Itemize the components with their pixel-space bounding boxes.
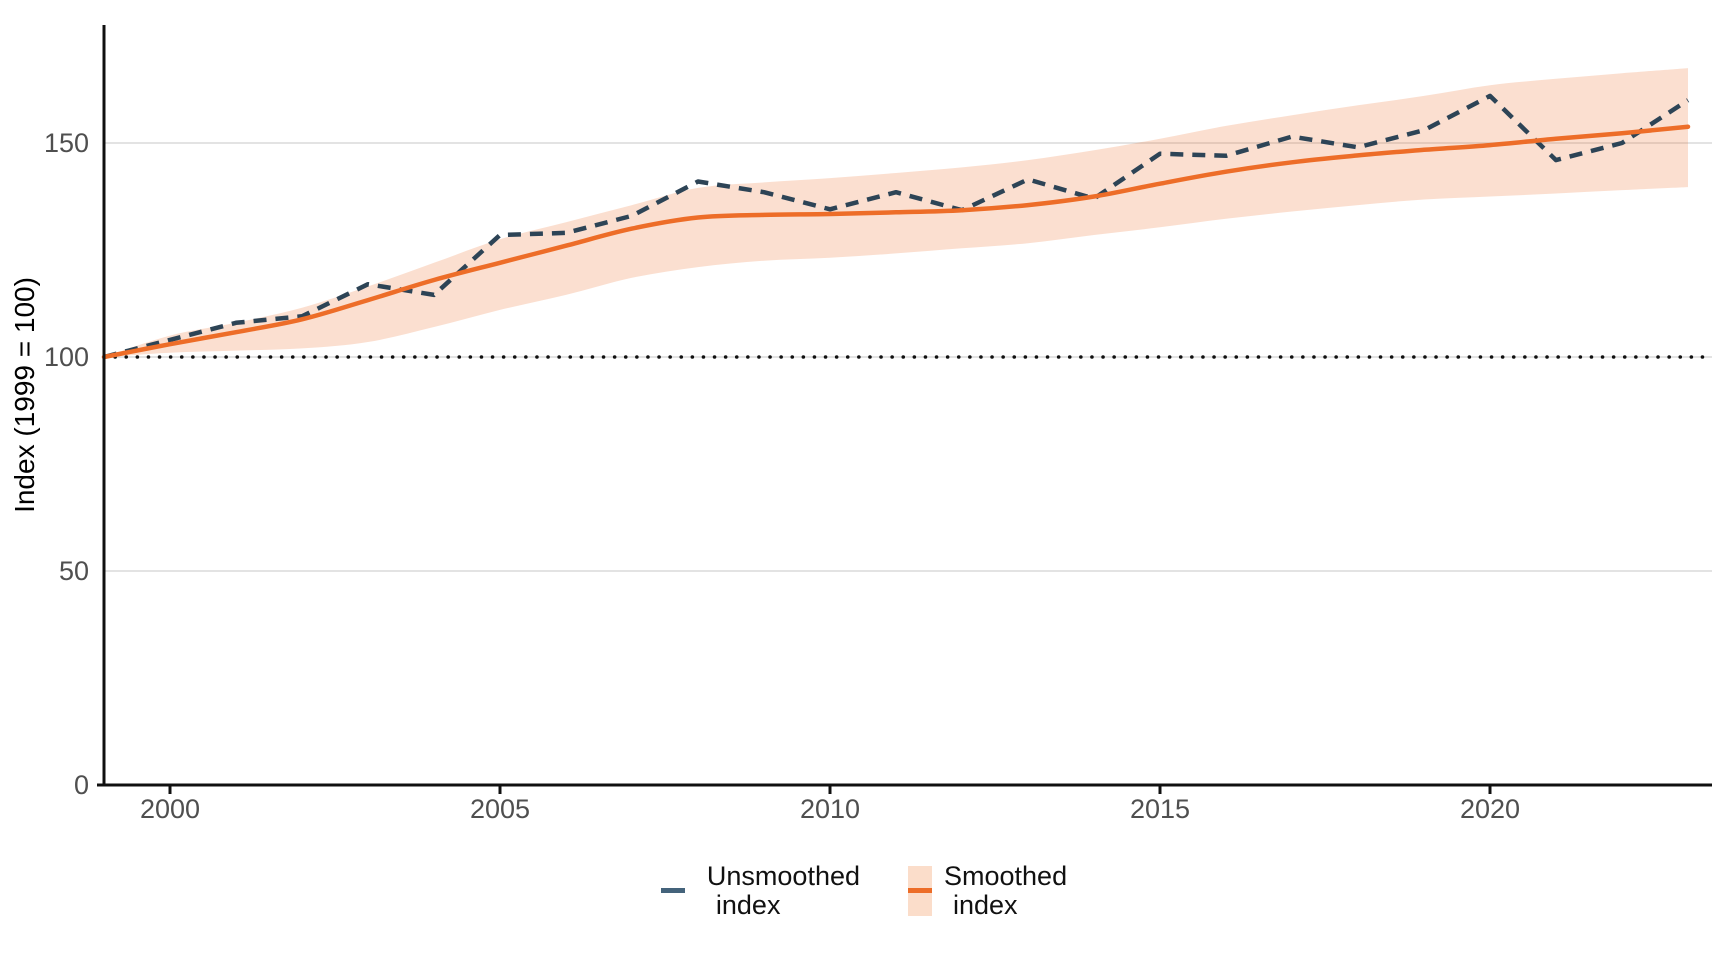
x-tick-label: 2000 — [140, 794, 200, 824]
x-tick-labels: 2000 2005 2010 2015 2020 — [140, 794, 1520, 824]
smoothed-line — [101, 124, 1691, 360]
y-tick-label: 150 — [44, 128, 89, 158]
unsmoothed-key-dash-icon — [651, 865, 695, 917]
y-tick-label: 100 — [44, 342, 89, 372]
x-tick-label: 2020 — [1460, 794, 1520, 824]
unsmoothed-path — [103, 93, 1690, 360]
x-tick-label: 2010 — [800, 794, 860, 824]
legend-label-unsmoothed: Unsmoothed index — [707, 862, 860, 919]
smoothed-path — [101, 124, 1691, 360]
x-tick-label: 2005 — [470, 794, 530, 824]
x-tick-marks — [168, 785, 1492, 794]
axis-lines — [97, 25, 1712, 787]
legend-label-smoothed: Smoothed index — [944, 862, 1067, 919]
y-tick-label: 50 — [59, 556, 89, 586]
smoothed-key-band-icon — [908, 865, 932, 916]
legend: Unsmoothed index Smoothed index — [0, 862, 1718, 919]
legend-label-smoothed-line2: index — [953, 889, 1018, 920]
legend-item-smoothed: Smoothed index — [908, 862, 1067, 919]
y-axis-title: Index (1999 = 100) — [9, 277, 40, 513]
legend-label-smoothed-line1: Smoothed — [944, 861, 1068, 891]
unsmoothed-line — [103, 93, 1690, 360]
legend-label-unsmoothed-line1: Unsmoothed — [706, 861, 860, 891]
legend-item-unsmoothed: Unsmoothed index — [651, 862, 860, 919]
x-tick-label: 2015 — [1130, 794, 1190, 824]
y-tick-labels: 0 50 100 150 — [44, 128, 89, 800]
y-tick-label: 0 — [74, 770, 89, 800]
legend-label-unsmoothed-line2: index — [715, 889, 781, 920]
